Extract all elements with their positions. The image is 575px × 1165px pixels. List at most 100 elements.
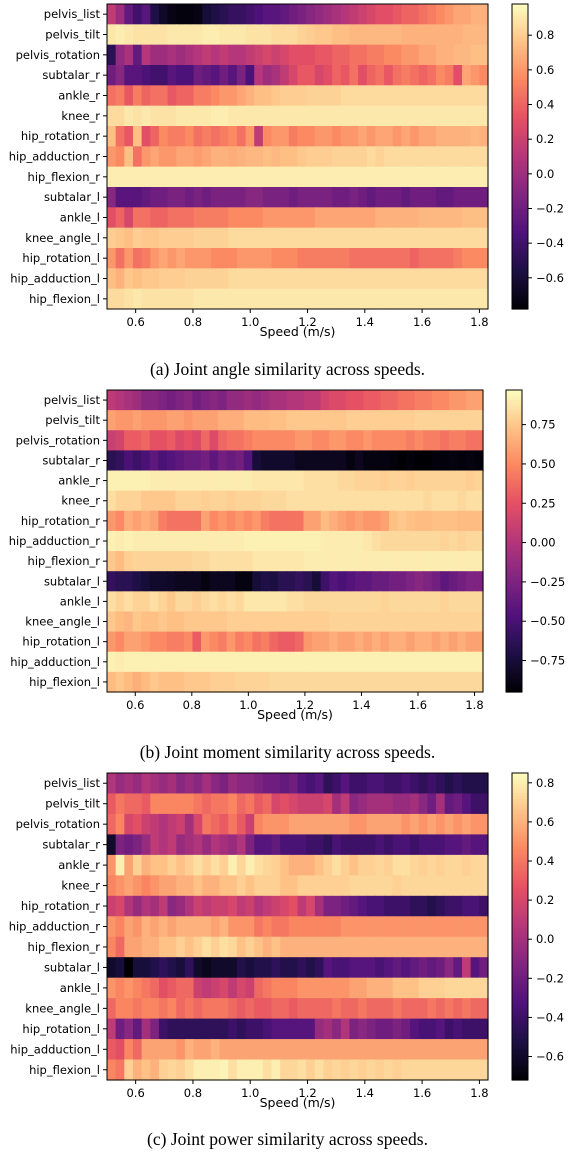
colorbar-step: [512, 115, 528, 119]
heatmap-cell: [132, 65, 143, 86]
heatmap-cell: [329, 470, 339, 492]
heatmap-cell: [410, 85, 420, 107]
x-tick-label: 1.0: [239, 698, 257, 712]
colorbar-step: [512, 875, 528, 879]
colorbar-step: [506, 621, 522, 625]
heatmap-cell: [219, 146, 229, 168]
heatmap-cell: [465, 571, 476, 592]
heatmap-cell: [384, 813, 394, 835]
heatmap-cell: [427, 187, 437, 208]
colorbar-step: [512, 268, 528, 272]
heatmap-cell: [401, 998, 411, 1020]
heatmap-cell: [167, 998, 177, 1020]
heatmap-cell: [401, 65, 411, 86]
heatmap-cell: [280, 895, 290, 917]
colorbar-step: [512, 39, 528, 43]
heatmap-cell: [406, 551, 416, 572]
heatmap-cell: [320, 591, 330, 613]
heatmap-cell: [354, 490, 364, 512]
heatmap-cell: [462, 248, 472, 269]
heatmap-cell: [354, 470, 364, 492]
heatmap-cell: [297, 793, 307, 815]
heatmap-cell: [354, 410, 364, 431]
colorbar-step: [512, 798, 528, 802]
heatmap-cell: [306, 916, 316, 938]
colorbar-step: [512, 181, 528, 186]
heatmap-cell: [320, 530, 330, 552]
heatmap-cell: [183, 571, 194, 592]
heatmap-cell: [363, 591, 373, 613]
heatmap-cell: [192, 631, 202, 653]
colorbar-step: [506, 513, 522, 517]
colorbar-step: [506, 659, 522, 663]
heatmap-cell: [470, 44, 480, 66]
heatmap-cell: [354, 631, 364, 653]
colorbar-step: [512, 265, 528, 269]
heatmap-cell: [375, 126, 385, 147]
heatmap-cell: [209, 651, 219, 673]
colorbar-step: [512, 839, 528, 843]
heatmap-cell: [436, 957, 446, 979]
heatmap-cell: [349, 146, 359, 168]
colorbar-step: [506, 639, 522, 643]
colorbar-step: [506, 440, 522, 444]
heatmap-cell: [150, 895, 160, 917]
heatmap-cell: [337, 611, 347, 633]
heatmap-cell: [254, 998, 264, 1020]
heatmap-cell: [470, 977, 480, 999]
heatmap-cell: [288, 268, 299, 290]
colorbar-step: [512, 895, 528, 899]
heatmap-cell: [286, 390, 296, 411]
heatmap-cell: [297, 65, 307, 86]
heatmap-cell: [444, 288, 454, 310]
heatmap-cell: [346, 631, 356, 653]
heatmap-cell: [236, 4, 247, 25]
heatmap-cell: [124, 854, 134, 876]
heatmap-cell: [271, 834, 281, 856]
heatmap-cell: [314, 85, 325, 107]
heatmap-cell: [150, 813, 160, 835]
heatmap-cell: [462, 187, 472, 208]
heatmap-cell: [277, 571, 288, 592]
colorbar-step: [512, 936, 528, 940]
heatmap-cell: [418, 773, 428, 795]
heatmap-cell: [166, 611, 176, 633]
heatmap-cell: [366, 44, 377, 66]
heatmap-cell: [149, 651, 159, 673]
colorbar-step: [506, 425, 522, 429]
heatmap-cell: [202, 248, 212, 269]
heatmap-cell: [252, 470, 262, 492]
heatmap-cell: [346, 530, 356, 552]
heatmap-cell: [209, 571, 219, 592]
heatmap-cell: [115, 936, 125, 958]
heatmap-cell: [349, 1018, 359, 1040]
heatmap-cell: [243, 611, 253, 633]
heatmap-cell: [124, 631, 134, 653]
heatmap-cell: [235, 591, 245, 613]
heatmap-cell: [380, 390, 390, 411]
heatmap-cell: [375, 187, 385, 208]
heatmap-cell: [150, 207, 160, 229]
heatmap-cell: [349, 813, 359, 835]
heatmap-cell: [323, 875, 333, 897]
row-label: knee_r: [61, 879, 100, 893]
row-label: pelvis_tilt: [45, 413, 100, 427]
heatmap-cell: [384, 793, 394, 815]
colorbar-step: [506, 485, 522, 489]
heatmap-cell: [254, 85, 264, 107]
colorbar-step: [512, 816, 528, 820]
heatmap-cell: [167, 207, 177, 229]
colorbar-step: [512, 977, 528, 981]
heatmap-cell: [427, 895, 437, 917]
colorbar-step: [512, 888, 528, 892]
heatmap-cell: [115, 227, 125, 249]
heatmap-cell: [210, 85, 221, 107]
colorbar-step: [512, 1016, 528, 1020]
colorbar-step: [506, 566, 522, 570]
row-label: ankle_l: [60, 981, 100, 995]
colorbar-tick-label: −0.4: [536, 236, 564, 250]
heatmap-cell: [280, 834, 290, 856]
heatmap-cell: [107, 470, 117, 492]
heatmap-cell: [314, 268, 325, 290]
heatmap-cell: [277, 450, 288, 472]
